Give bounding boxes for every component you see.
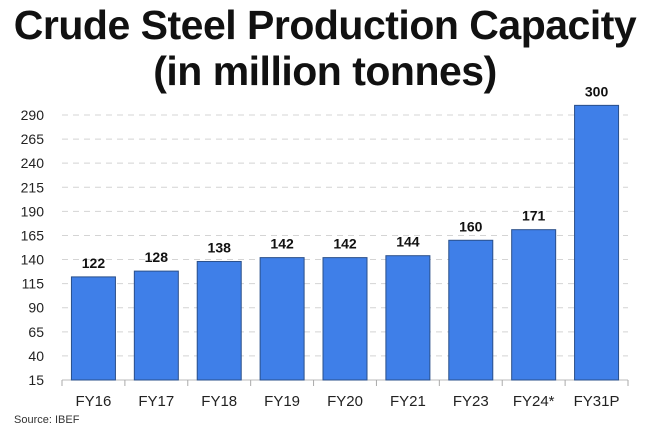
bar [385,255,431,381]
data-label: 122 [82,255,106,271]
bar [574,104,620,381]
data-label: 160 [459,218,483,234]
x-tick-label: FY23 [453,393,489,410]
y-tick-label: 190 [21,203,45,219]
y-tick-label: 90 [28,300,44,316]
y-tick-label: 265 [21,131,45,147]
data-label: 142 [270,236,294,252]
bar [448,239,494,381]
bar [322,257,368,381]
y-tick-label: 240 [21,155,45,171]
y-tick-label: 215 [21,179,45,195]
y-tick-label: 65 [28,324,44,340]
chart-title: Crude Steel Production Capacity [13,2,637,48]
data-label: 144 [396,234,420,250]
data-label: 128 [145,249,169,265]
y-tick-label: 15 [28,372,44,388]
y-tick-label: 290 [21,107,45,123]
x-tick-label: FY16 [76,393,112,410]
bar [259,257,305,381]
data-label: 138 [208,239,232,255]
x-tick-label: FY21 [390,393,426,410]
bar [133,270,179,381]
y-tick-label: 40 [28,348,44,364]
source-note: Source: IBEF [14,414,80,426]
x-tick-label: FY24* [513,393,555,410]
bar [70,276,116,381]
x-tick-label: FY19 [264,393,300,410]
bar [196,260,242,381]
x-tick-label: FY17 [138,393,174,410]
x-tick-label: FY31P [574,393,620,410]
data-label: 142 [333,236,357,252]
chart-subtitle: (in million tonnes) [153,48,497,94]
y-tick-label: 140 [21,252,45,268]
x-tick-label: FY20 [327,393,363,410]
y-tick-label: 165 [21,227,45,243]
data-label: 300 [585,83,609,99]
y-tick-label: 115 [22,276,45,292]
bar [511,229,557,381]
data-label: 171 [522,208,546,224]
x-tick-label: FY18 [201,393,237,410]
